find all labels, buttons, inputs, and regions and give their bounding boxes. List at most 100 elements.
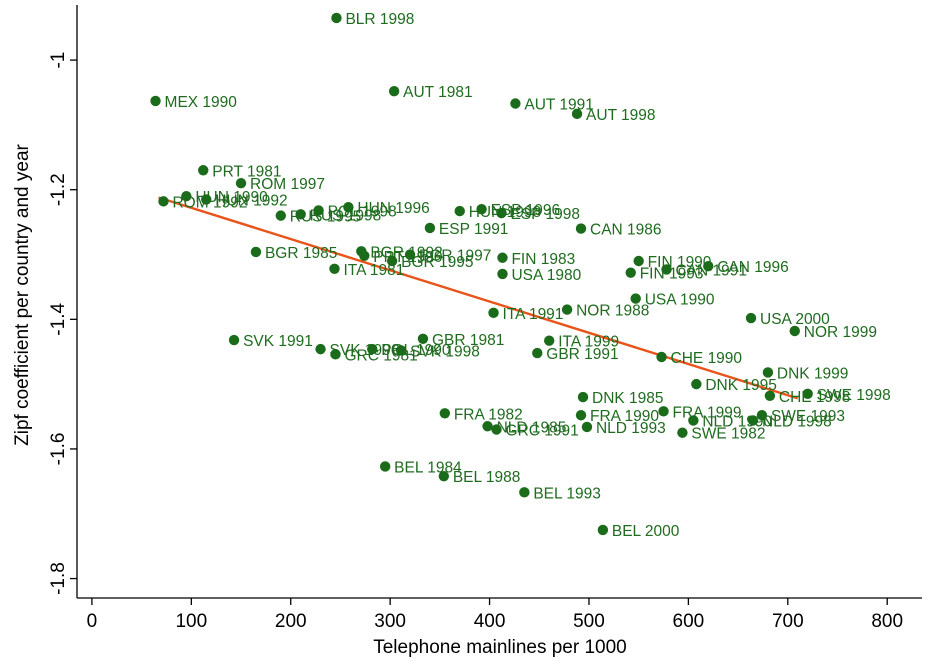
data-point bbox=[597, 524, 609, 536]
point-label: BEL 1993 bbox=[533, 485, 601, 502]
data-point bbox=[532, 347, 543, 359]
data-point bbox=[577, 391, 589, 403]
data-point bbox=[656, 351, 667, 363]
y-tick-label: -1.2 bbox=[48, 173, 69, 206]
y-tick-label: -1 bbox=[48, 52, 69, 69]
point-label: ESP 1998 bbox=[510, 206, 580, 223]
point-label: BEL 2000 bbox=[612, 523, 680, 540]
data-point bbox=[575, 410, 587, 421]
point-label: ESP 1991 bbox=[439, 221, 509, 238]
data-point bbox=[331, 12, 342, 24]
plot-background bbox=[77, 5, 922, 598]
y-tick-label: -1.8 bbox=[48, 562, 69, 595]
data-point bbox=[688, 415, 699, 426]
x-tick-label: 200 bbox=[275, 611, 307, 632]
x-tick-label: 500 bbox=[573, 611, 605, 632]
data-point bbox=[802, 388, 813, 400]
data-point bbox=[762, 367, 774, 378]
point-label: CAN 1991 bbox=[676, 262, 748, 279]
x-tick-label: 300 bbox=[374, 611, 406, 632]
data-point bbox=[745, 312, 757, 324]
data-point bbox=[228, 334, 240, 346]
data-point bbox=[438, 470, 450, 482]
point-label: AUT 1998 bbox=[586, 107, 656, 124]
data-point bbox=[747, 415, 759, 426]
data-point bbox=[454, 205, 465, 217]
data-point bbox=[476, 203, 487, 215]
data-point bbox=[386, 255, 398, 267]
data-point bbox=[575, 223, 587, 234]
point-label: GRC 1991 bbox=[506, 422, 579, 439]
x-tick-label: 700 bbox=[772, 611, 804, 632]
x-tick-label: 800 bbox=[871, 611, 903, 632]
data-point bbox=[677, 427, 688, 438]
data-point bbox=[488, 307, 499, 319]
point-label: SWE 1998 bbox=[817, 387, 891, 404]
data-point bbox=[315, 343, 326, 355]
data-point bbox=[367, 343, 378, 355]
point-label: FIN 1993 bbox=[640, 266, 704, 283]
fit-line bbox=[158, 196, 799, 400]
data-point bbox=[295, 209, 306, 220]
point-label: MEX 1990 bbox=[165, 94, 238, 111]
x-tick-label: 0 bbox=[87, 611, 98, 632]
data-point bbox=[691, 378, 702, 390]
data-point bbox=[198, 165, 209, 176]
data-point bbox=[703, 260, 714, 272]
point-label: ESP 1996 bbox=[491, 202, 561, 219]
point-label: DNK 1995 bbox=[705, 377, 777, 394]
point-label: NOR 1988 bbox=[576, 303, 649, 320]
data-point bbox=[275, 210, 286, 221]
data-point bbox=[561, 304, 573, 315]
data-point bbox=[181, 190, 192, 202]
data-point bbox=[250, 246, 262, 258]
data-point bbox=[150, 95, 161, 107]
data-point bbox=[544, 335, 555, 346]
point-label: FRA 1982 bbox=[454, 406, 523, 423]
point-label: DNK 1985 bbox=[592, 390, 664, 407]
point-label: ROM 1992 bbox=[172, 194, 247, 211]
data-point bbox=[439, 408, 451, 419]
point-label: NLD 1998 bbox=[762, 413, 832, 430]
point-label: HUN 1996 bbox=[357, 200, 429, 217]
x-axis: 0 100 200 300 400 500 600 700 800 bbox=[77, 597, 922, 632]
y-axis: -1.8 -1.6 -1.4 -1.2 -1 bbox=[48, 5, 78, 598]
data-point bbox=[330, 349, 341, 360]
data-point bbox=[630, 293, 641, 304]
point-label: FIN 1983 bbox=[511, 251, 575, 268]
point-label: ITA 1999 bbox=[558, 334, 619, 351]
data-point bbox=[625, 267, 636, 278]
data-point bbox=[359, 250, 370, 262]
point-label: BGR 1995 bbox=[401, 254, 473, 271]
x-tick-label: 100 bbox=[175, 611, 207, 632]
data-point bbox=[379, 461, 391, 472]
data-point bbox=[482, 421, 493, 432]
point-label: USA 1980 bbox=[511, 267, 581, 284]
point-label: CAN 1986 bbox=[590, 222, 662, 239]
point-label: RUS 1998 bbox=[310, 207, 382, 224]
data-point bbox=[581, 421, 593, 433]
data-point bbox=[789, 325, 800, 337]
data-point bbox=[424, 222, 436, 234]
fit-line-layer bbox=[158, 196, 799, 400]
point-label: SVK 1991 bbox=[243, 333, 313, 350]
point-label: BEL 1988 bbox=[453, 469, 521, 486]
point-label: HUN 1992 bbox=[215, 192, 287, 209]
point-label: SWE 1993 bbox=[771, 408, 845, 425]
data-point bbox=[497, 268, 508, 280]
x-axis-title: Telephone mainlines per 1000 bbox=[373, 637, 627, 658]
data-point bbox=[313, 205, 324, 216]
data-point bbox=[395, 345, 407, 356]
data-point bbox=[496, 207, 507, 219]
data-point bbox=[756, 410, 768, 421]
data-point bbox=[497, 252, 508, 263]
point-label: CHE 1998 bbox=[779, 389, 851, 406]
point-label: CHE 1990 bbox=[671, 350, 743, 367]
point-label: CAN 1996 bbox=[717, 259, 789, 276]
data-point bbox=[417, 333, 429, 344]
point-label: ROM 1997 bbox=[250, 176, 325, 193]
data-point bbox=[158, 196, 169, 207]
point-label: USA 2000 bbox=[760, 311, 830, 328]
y-tick-label: -1.4 bbox=[48, 303, 69, 336]
